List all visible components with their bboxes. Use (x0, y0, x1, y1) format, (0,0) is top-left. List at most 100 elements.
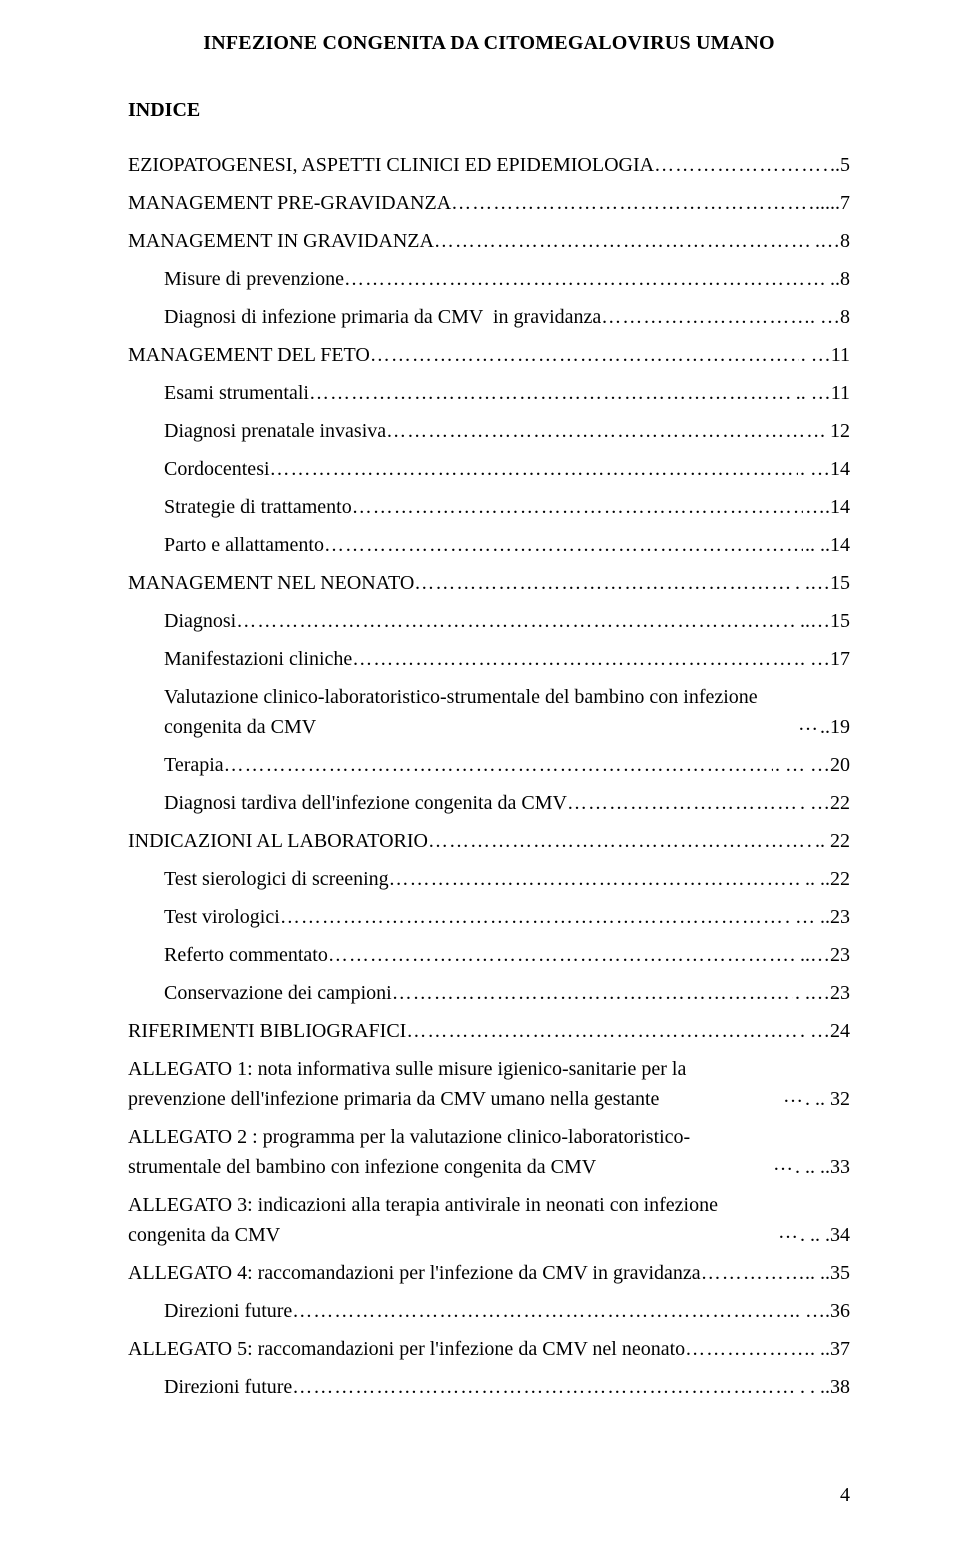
toc-entry-text: Esami strumentali (164, 378, 309, 408)
toc-page-number: . …22 (798, 788, 850, 818)
toc-leader (406, 1016, 798, 1046)
toc-leader (773, 1149, 793, 1182)
toc-entry: ALLEGATO 4: raccomandazioni per l'infezi… (128, 1258, 850, 1288)
toc-entry-text: Conservazione dei campioni (164, 978, 392, 1008)
toc-entry: Misure di prevenzione . ..8 (128, 264, 850, 294)
toc-entry-text: Diagnosi di infezione primaria da CMV in… (164, 302, 601, 332)
toc-leader (601, 302, 808, 332)
toc-entry: Cordocentesi. …14 (128, 454, 850, 484)
toc-page-number: . …24 (798, 1016, 850, 1046)
toc-page-number: . 12 (818, 416, 850, 446)
toc-entry: ALLEGATO 3: indicazioni alla terapia ant… (128, 1190, 850, 1250)
toc-page-number: ..5 (828, 150, 850, 180)
toc-page-number: .....7 (813, 188, 850, 218)
toc-entry-text: MANAGEMENT DEL FETO (128, 340, 370, 370)
toc-entry-text: ALLEGATO 5: raccomandazioni per l'infezi… (128, 1334, 685, 1364)
toc-entry: MANAGEMENT DEL FETO. …11 (128, 340, 850, 370)
document-page: INFEZIONE CONGENITA DA CITOMEGALOVIRUS U… (0, 0, 960, 1543)
toc-leader (654, 150, 828, 180)
toc-page-number: . … ..23 (783, 902, 850, 932)
toc-page-number: ..19 (818, 712, 850, 742)
toc-page-number: . .. 32 (803, 1084, 850, 1114)
toc-entry: ALLEGATO 1: nota informativa sulle misur… (128, 1054, 850, 1114)
toc-entry: MANAGEMENT NEL NEONATO. .…15 (128, 568, 850, 598)
toc-page-number: . ..8 (818, 264, 850, 294)
document-title: INFEZIONE CONGENITA DA CITOMEGALOVIRUS U… (128, 32, 850, 55)
toc-entry: ALLEGATO 2 : programma per la valutazion… (128, 1122, 850, 1182)
toc-entry: Terapia . … …20 (128, 750, 850, 780)
toc-leader (292, 1372, 798, 1402)
toc-page-number: .…8 (813, 226, 850, 256)
toc-entry: Esami strumentali . .. …11 (128, 378, 850, 408)
toc-page-number: . …17 (798, 644, 850, 674)
toc-leader (352, 492, 803, 522)
toc-page-number: . … …20 (773, 750, 850, 780)
toc-entry-text: Diagnosi prenatale invasiva (164, 416, 386, 446)
toc-entry-text: ALLEGATO 4: raccomandazioni per l'infezi… (128, 1258, 701, 1288)
toc-leader (292, 1296, 793, 1326)
toc-entry-text: INDICAZIONI AL LABORATORIO (128, 826, 428, 856)
toc-page-number: . ….36 (793, 1296, 850, 1326)
table-of-contents: EZIOPATOGENESI, ASPETTI CLINICI ED EPIDE… (128, 150, 850, 1402)
toc-page-number: . .…23 (793, 978, 850, 1008)
toc-page-number: . .. …11 (784, 378, 850, 408)
toc-entry-text: ALLEGATO 2 : programma per la valutazion… (128, 1122, 773, 1182)
toc-entry: Parto e allattamento.. ..14 (128, 530, 850, 560)
toc-leader (280, 902, 783, 932)
toc-entry-text: Misure di prevenzione (164, 264, 344, 294)
toc-entry: Diagnosi di infezione primaria da CMV in… (128, 302, 850, 332)
toc-entry-text: EZIOPATOGENESI, ASPETTI CLINICI ED EPIDE… (128, 150, 654, 180)
page-number: 4 (840, 1484, 850, 1507)
toc-leader (701, 1258, 803, 1288)
toc-page-number: . ..…15 (788, 606, 850, 636)
toc-entry: MANAGEMENT PRE-GRAVIDANZA.....7 (128, 188, 850, 218)
toc-entry: Referto commentato. ..…23 (128, 940, 850, 970)
toc-entry-text: MANAGEMENT IN GRAVIDANZA (128, 226, 434, 256)
toc-entry: Diagnosi . ..…15 (128, 606, 850, 636)
toc-leader (778, 1217, 798, 1250)
toc-leader (386, 416, 818, 446)
toc-leader (236, 606, 788, 636)
index-heading: INDICE (128, 99, 850, 122)
toc-entry: Manifestazioni cliniche. …17 (128, 644, 850, 674)
toc-entry: Strategie di trattamento….14 (128, 492, 850, 522)
toc-entry-text: Diagnosi (164, 606, 236, 636)
toc-page-number: . .. .34 (798, 1220, 850, 1250)
toc-leader (798, 709, 818, 742)
toc-entry-text: Referto commentato (164, 940, 328, 970)
toc-page-number: . .. ..22 (793, 864, 850, 894)
toc-leader (309, 378, 784, 408)
toc-page-number: .. ..35 (803, 1258, 850, 1288)
toc-leader (270, 454, 798, 484)
toc-page-number: . …8 (808, 302, 850, 332)
toc-entry-text: ALLEGATO 1: nota informativa sulle misur… (128, 1054, 783, 1114)
toc-leader (567, 788, 798, 818)
toc-entry: Test virologici. … ..23 (128, 902, 850, 932)
toc-entry: MANAGEMENT IN GRAVIDANZA .…8 (128, 226, 850, 256)
toc-entry: Direzioni future . ….36 (128, 1296, 850, 1326)
toc-leader (370, 340, 799, 370)
toc-leader (434, 226, 813, 256)
toc-leader (428, 826, 813, 856)
toc-entry: Test sierologici di screening. .. ..22 (128, 864, 850, 894)
toc-entry: Valutazione clinico-laboratoristico-stru… (128, 682, 850, 742)
toc-entry: INDICAZIONI AL LABORATORIO.. 22 (128, 826, 850, 856)
toc-leader (392, 978, 793, 1008)
toc-page-number: . .…15 (793, 568, 850, 598)
toc-entry: Diagnosi tardiva dell'infezione congenit… (128, 788, 850, 818)
toc-entry: Conservazione dei campioni . .…23 (128, 978, 850, 1008)
toc-entry-text: Direzioni future (164, 1296, 292, 1326)
toc-entry-text: Terapia (164, 750, 224, 780)
toc-leader (344, 264, 818, 294)
toc-entry: RIFERIMENTI BIBLIOGRAFICI . …24 (128, 1016, 850, 1046)
toc-page-number: . …14 (798, 454, 850, 484)
toc-entry: Direzioni future. . ..38 (128, 1372, 850, 1402)
toc-leader (224, 750, 773, 780)
toc-page-number: . . ..38 (798, 1372, 850, 1402)
toc-leader (389, 864, 793, 894)
toc-entry-text: RIFERIMENTI BIBLIOGRAFICI (128, 1016, 406, 1046)
toc-entry-text: ALLEGATO 3: indicazioni alla terapia ant… (128, 1190, 778, 1250)
toc-entry-text: Valutazione clinico-laboratoristico-stru… (164, 682, 798, 742)
toc-page-number: ….14 (803, 492, 850, 522)
toc-entry: Diagnosi prenatale invasiva . 12 (128, 416, 850, 446)
